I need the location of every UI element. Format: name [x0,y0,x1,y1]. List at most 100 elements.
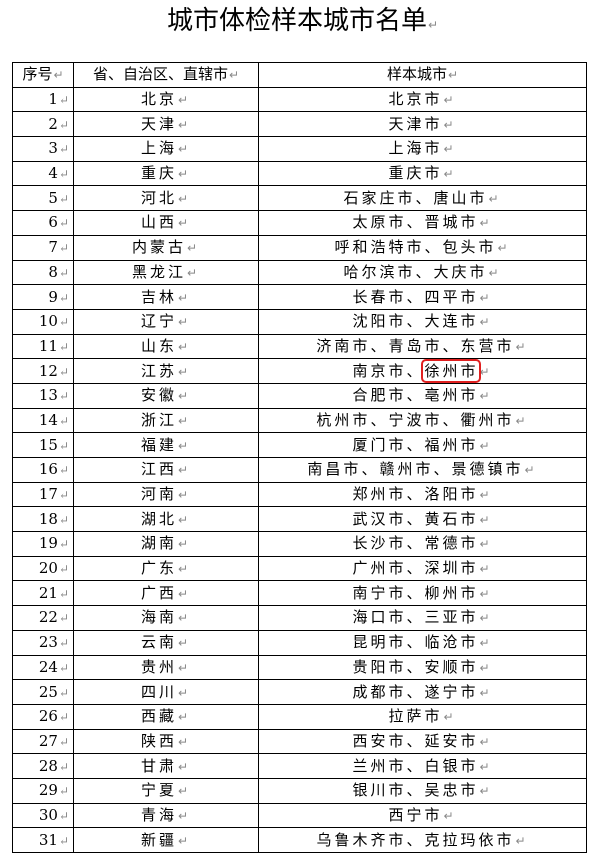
city-name: 四平市 [424,287,479,306]
cities-cell: 厦门市、福州市↵ [258,432,587,458]
table-row: 19↵ 湖南↵ 长沙市、常德市↵ [12,531,587,557]
city-name: 武汉市 [352,509,407,528]
province-cell: 北京↵ [73,86,259,113]
city-name: 海口市 [352,608,407,627]
province-cell: 甘肃↵ [73,753,259,779]
separator: 、 [406,657,425,676]
separator: 、 [406,361,425,380]
province-cell: 广西↵ [73,580,259,607]
table-row: 8↵ 黑龙江↵ 哈尔滨市、大庆市↵ [12,259,587,286]
separator: 、 [406,559,425,578]
cities-cell: 贵阳市、安顺市↵ [258,654,587,681]
row-number: 30↵ [12,802,74,829]
city-name: 克拉玛依市 [424,830,515,849]
province-cell: 广东↵ [73,555,259,582]
table-row: 30↵ 青海↵ 西宁市↵ [12,802,587,829]
cities-cell: 呼和浩特市、包头市↵ [258,234,587,261]
row-number: 22↵ [12,605,74,631]
separator: 、 [415,188,434,207]
table-row: 7↵ 内蒙古↵ 呼和浩特市、包头市↵ [12,234,587,261]
separator: 、 [406,509,425,528]
city-name: 太原市 [352,213,407,232]
city-name: 景德镇市 [451,460,524,479]
city-name: 宁波市 [388,410,443,429]
separator: 、 [361,460,380,479]
city-name: 黄石市 [424,509,479,528]
separator: 、 [415,262,434,281]
province-cell: 浙江↵ [73,407,259,434]
cities-cell: 北京市↵ [258,86,587,113]
cities-cell: 合肥市、亳州市↵ [258,382,587,409]
table-row: 21↵ 广西↵ 南宁市、柳州市↵ [12,580,587,607]
row-number: 27↵ [12,728,74,755]
title-text: 城市体检样本城市名单 [166,6,427,36]
highlighted-city: 徐州市 [421,358,482,383]
row-number: 31↵ [12,827,74,853]
separator: 、 [406,485,425,504]
city-name: 广州市 [352,559,407,578]
city-name: 青岛市 [388,336,443,355]
cities-cell: 西安市、延安市↵ [258,728,587,755]
row-number: 21↵ [12,580,74,607]
city-name: 天津市 [388,114,443,133]
city-name: 成都市 [352,682,407,701]
city-name: 白银市 [424,756,479,775]
table-row: 10↵ 辽宁↵ 沈阳市、大连市↵ [12,308,587,335]
row-number: 1↵ [12,86,74,113]
city-name: 北京市 [388,90,443,109]
separator: 、 [406,682,425,701]
table-row: 1↵ 北京↵ 北京市↵ [12,86,587,113]
city-name: 临沧市 [424,633,479,652]
province-cell: 河北↵ [73,185,259,212]
city-name: 济南市 [316,336,371,355]
separator: 、 [406,287,425,306]
cities-cell: 哈尔滨市、大庆市↵ [258,259,587,286]
row-number: 14↵ [12,407,74,434]
paragraph-mark-icon: ↵ [427,18,439,32]
city-name: 合肥市 [352,386,407,405]
province-cell: 陕西↵ [73,728,259,755]
cities-cell: 南京市、徐州市↵ [258,358,587,384]
table-row: 25↵ 四川↵ 成都市、遂宁市↵ [12,679,587,705]
separator: 、 [406,756,425,775]
city-name: 沈阳市 [352,312,407,331]
province-cell: 贵州↵ [73,654,259,681]
separator: 、 [424,238,443,257]
cities-cell: 天津市↵ [258,111,587,138]
row-number: 9↵ [12,284,74,310]
cities-cell: 南宁市、柳州市↵ [258,580,587,607]
separator: 、 [406,435,425,454]
province-cell: 辽宁↵ [73,308,259,335]
row-number: 3↵ [12,136,74,162]
table-row: 12↵ 江苏↵ 南京市、徐州市↵ [12,358,587,384]
table-row: 4↵ 重庆↵ 重庆市↵ [12,160,587,187]
table-row: 9↵ 吉林↵ 长春市、四平市↵ [12,284,587,310]
city-name: 唐山市 [433,188,488,207]
city-name: 福州市 [424,435,479,454]
province-cell: 安徽↵ [73,382,259,409]
city-name: 遂宁市 [424,682,479,701]
city-name: 哈尔滨市 [343,262,416,281]
city-name: 石家庄市 [343,188,416,207]
header-cities: 样本城市↵ [258,62,587,88]
table-row: 22↵ 海南↵ 海口市、三亚市↵ [12,605,587,631]
row-number: 8↵ [12,259,74,286]
city-name: 南昌市 [307,460,362,479]
province-cell: 海南↵ [73,605,259,631]
province-cell: 重庆↵ [73,160,259,187]
city-name: 安顺市 [424,657,479,676]
city-name: 常德市 [424,534,479,553]
separator: 、 [406,781,425,800]
table-header-row: 序号↵ 省、自治区、直辖市↵ 样本城市↵ [12,62,587,88]
cities-cell: 南昌市、赣州市、景德镇市↵ [258,457,587,483]
province-cell: 宁夏↵ [73,777,259,804]
city-name: 呼和浩特市 [334,238,425,257]
cities-cell: 太原市、晋城市↵ [258,210,587,236]
table-row: 3↵ 上海↵ 上海市↵ [12,136,587,162]
table-row: 13↵ 安徽↵ 合肥市、亳州市↵ [12,382,587,409]
row-number: 29↵ [12,777,74,804]
province-cell: 湖南↵ [73,531,259,557]
table-row: 29↵ 宁夏↵ 银川市、吴忠市↵ [12,777,587,804]
cities-cell: 郑州市、洛阳市↵ [258,481,587,508]
table-row: 20↵ 广东↵ 广州市、深圳市↵ [12,555,587,582]
